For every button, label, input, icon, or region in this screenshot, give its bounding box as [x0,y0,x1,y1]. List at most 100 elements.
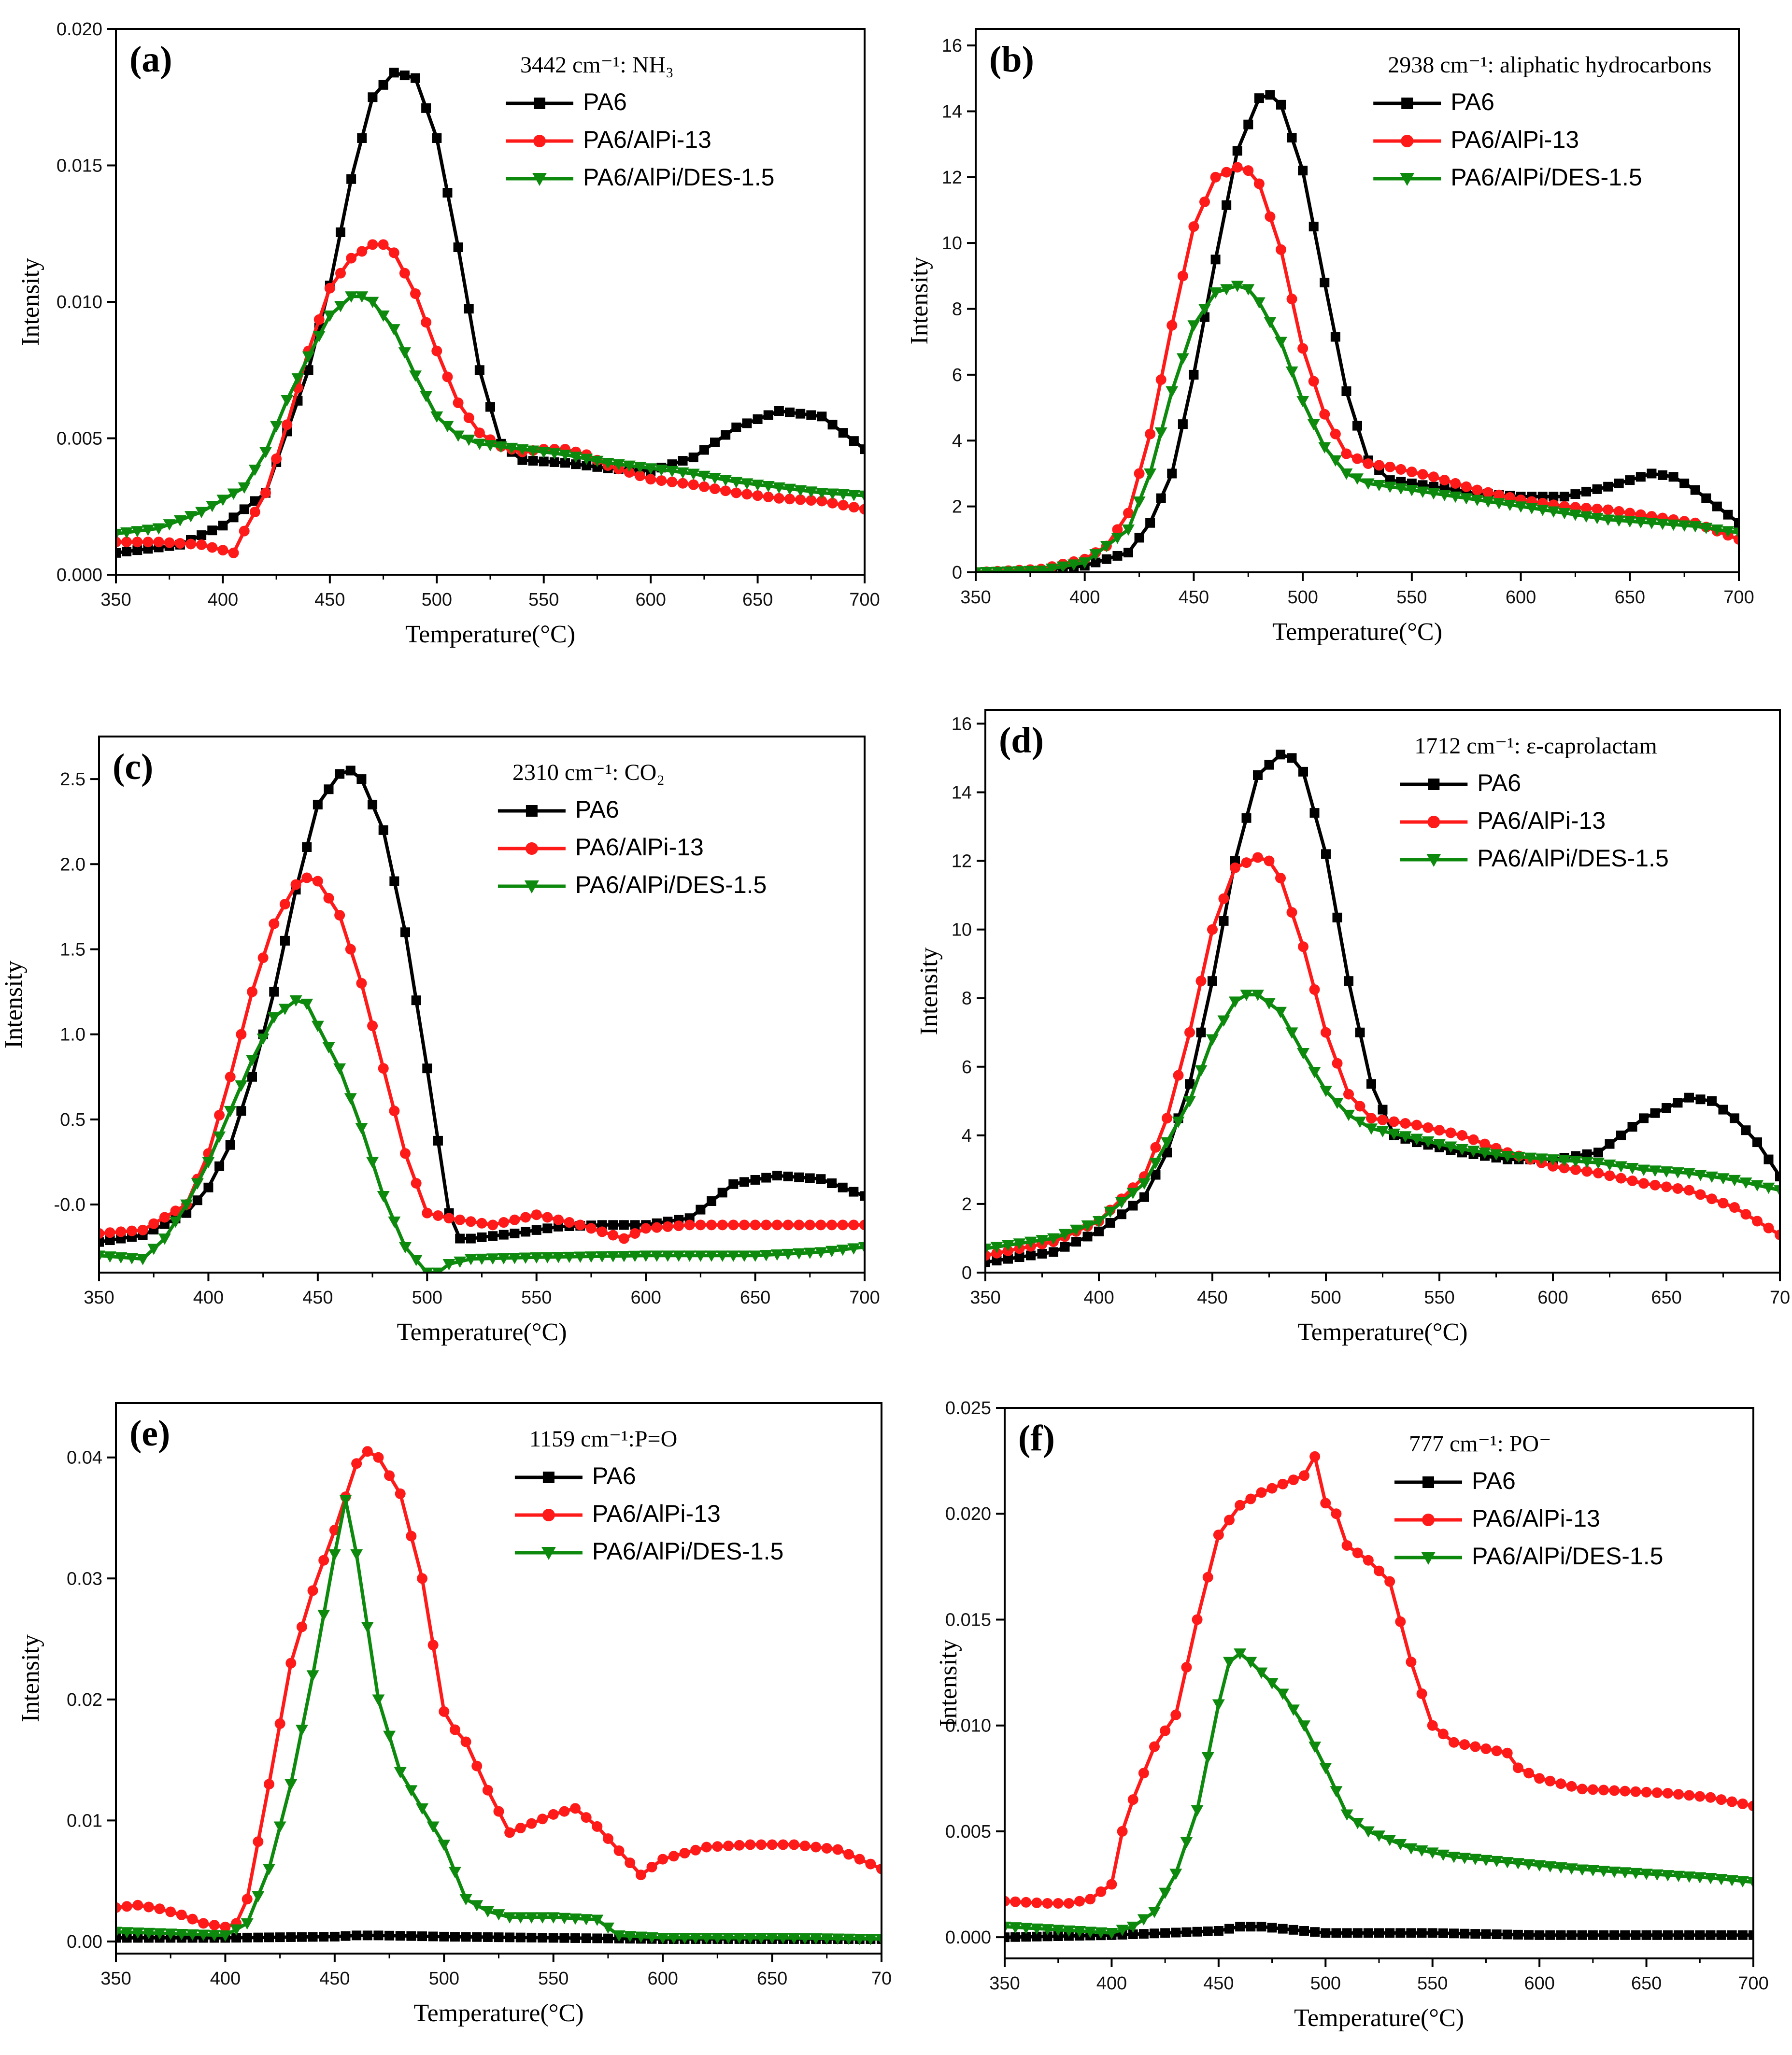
x-axis-title: Temperature(°C) [405,621,575,648]
data-marker-f-0 [1010,1932,1021,1942]
data-marker-b-1 [1188,221,1199,232]
data-marker-c-1 [400,1148,411,1159]
data-marker-a-1 [773,493,784,504]
data-marker-d-1 [1752,1216,1763,1227]
data-marker-e-2 [383,1730,396,1743]
data-marker-f-1 [1406,1657,1417,1668]
data-marker-b-2 [1481,496,1494,508]
series-markers-f-1 [1005,1451,1753,1909]
data-marker-e-2 [394,1767,407,1779]
x-tick-label: 600 [1524,1973,1554,1994]
data-marker-f-0 [1706,1930,1716,1940]
data-marker-c-1 [257,952,269,964]
y-tick-label: 0.04 [67,1448,102,1468]
data-marker-f-2 [1661,1870,1674,1882]
data-marker-d-1 [991,1247,1002,1259]
data-marker-e-1 [362,1446,373,1457]
y-tick-label: 0.020 [57,19,102,40]
data-marker-c-2 [410,1255,423,1266]
data-marker-b-1 [1330,428,1341,439]
data-marker-d-0 [1718,1105,1728,1115]
data-marker-e-1 [876,1863,882,1874]
data-marker-d-2 [1706,1171,1718,1183]
data-marker-d-1 [1468,1134,1479,1145]
data-marker-e-0 [548,1933,558,1943]
data-marker-a-0 [731,422,741,432]
data-marker-f-0 [1224,1924,1234,1934]
data-marker-e-0 [116,1933,121,1943]
data-marker-e-1 [526,1818,537,1829]
data-marker-c-1 [826,1219,838,1231]
data-marker-e-1 [285,1658,297,1669]
data-marker-c-1 [312,876,323,887]
series-markers-f-0 [1005,1922,1753,1942]
y-tick-label: 0.000 [57,565,102,585]
data-marker-c-1 [575,1219,586,1231]
data-marker-d-2 [1637,1164,1650,1176]
data-marker-b-0 [1734,518,1739,528]
legend-entry: PA6 [575,796,619,823]
x-tick-label: 450 [319,1969,350,1989]
panel-e: 350 400 450 500 550 600 650 70 0.00 0.01 0.02 0.03 0… [17,1402,892,2027]
data-marker-a-2 [473,439,486,450]
legend-title: 2938 cm⁻¹: aliphatic hydrocarbons [1388,52,1711,78]
data-marker-f-1 [1437,1729,1449,1740]
data-marker-d-2 [1240,990,1253,1001]
legend-entry: PA6 [1472,1467,1516,1494]
data-marker-c-1 [236,1029,247,1040]
data-marker-d-0 [1026,1250,1036,1261]
data-marker-e-2 [810,1933,823,1945]
data-marker-c-2 [486,1253,499,1265]
data-marker-a-0 [132,545,142,555]
data-marker-a-1 [827,497,838,509]
data-marker-d-0 [1037,1248,1047,1259]
data-marker-b-1 [1253,178,1265,189]
data-marker-f-2 [1255,1667,1268,1679]
data-marker-c-1 [804,1219,815,1231]
data-marker-f-1 [1459,1739,1470,1750]
data-marker-e-2 [263,1864,275,1875]
data-marker-c-2 [552,1252,565,1263]
data-marker-c-2 [596,1251,609,1263]
data-marker-e-1 [143,1901,154,1913]
data-marker-c-1 [837,1219,848,1231]
data-marker-f-1 [1138,1768,1149,1779]
x-tick-label: 650 [1631,1973,1662,1994]
data-marker-f-1 [1309,1451,1321,1462]
data-marker-f-2 [1554,1862,1567,1874]
data-marker-d-2 [1126,1188,1139,1199]
data-marker-e-1 [165,1906,176,1917]
data-marker-c-2 [519,1252,532,1264]
data-marker-e-0 [515,1932,526,1942]
data-marker-f-0 [1150,1928,1159,1939]
data-marker-e-0 [395,1931,405,1941]
data-marker-e-1 [745,1839,756,1850]
data-marker-d-1 [1445,1127,1456,1138]
data-marker-f-1 [1010,1896,1021,1907]
data-marker-f-0 [1502,1929,1512,1940]
data-marker-c-1 [465,1216,476,1227]
data-marker-a-2 [687,468,700,480]
data-marker-e-2 [634,1931,647,1943]
x-axis-title: Temperature(°C) [413,1999,583,2027]
plot-frame-c [98,736,866,1274]
data-marker-e-1 [427,1640,439,1651]
data-marker-e-2 [514,1912,527,1924]
data-marker-d-2 [1285,1027,1298,1039]
series-group-e [116,1446,882,1945]
data-marker-e-1 [296,1621,307,1632]
data-marker-b-2 [1220,284,1233,296]
data-marker-d-0 [1196,1027,1206,1037]
series-group-f [1005,1451,1753,1942]
data-marker-d-0 [992,1256,1002,1266]
data-marker-a-2 [526,445,540,457]
data-marker-a-2 [815,488,828,499]
series-markers-b-2 [976,281,1739,572]
data-marker-e-1 [176,1909,187,1920]
data-marker-f-1 [1384,1576,1395,1587]
data-marker-d-0 [1673,1098,1683,1108]
data-marker-b-1 [1210,171,1221,183]
data-marker-f-0 [1535,1930,1545,1940]
data-marker-f-1 [1555,1778,1566,1789]
data-marker-b-1 [1297,343,1308,354]
